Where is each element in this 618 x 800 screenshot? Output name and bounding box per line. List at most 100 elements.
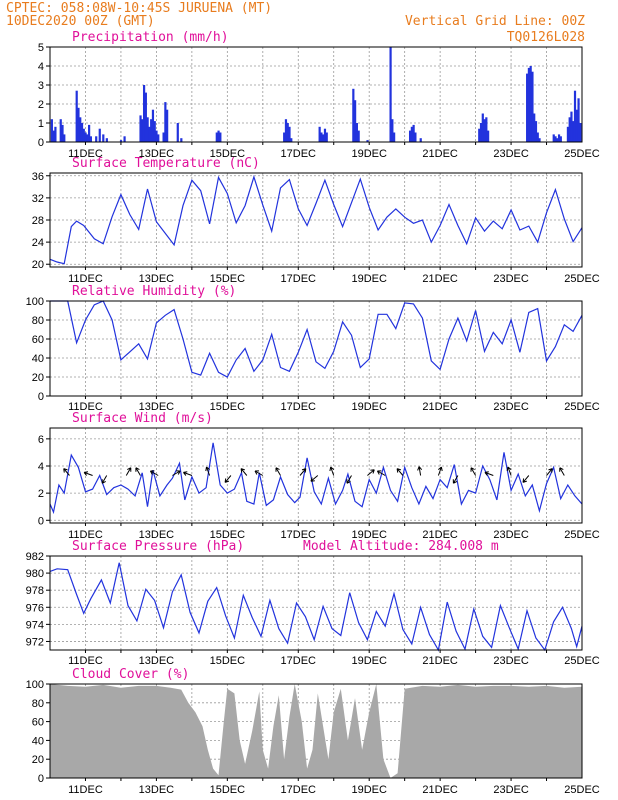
grid-lines (50, 556, 582, 650)
panel-0: 0 1 2 3 4 5 11DEC 13DEC 15DEC 17DEC 19DEC 21DEC 23DE… (38, 30, 600, 160)
precip-bar (88, 124, 91, 142)
precip-bar (478, 128, 481, 142)
precip-bar (82, 128, 85, 142)
precip-bar (557, 134, 561, 142)
precip-bar (556, 138, 559, 142)
x-tick-label: 19DEC (351, 784, 387, 796)
precip-bar (54, 126, 57, 142)
x-tick-label: 19DEC (351, 655, 387, 667)
plot-frame (49, 683, 583, 779)
wind-arrow (329, 466, 335, 476)
x-tick-label: 17DEC (281, 784, 317, 796)
wind-arrow (183, 471, 193, 476)
precip-bar (408, 130, 412, 142)
wind-arrow (83, 471, 93, 476)
x-tick-label: 17DEC (281, 655, 317, 667)
x-tick-label: 11DEC (68, 784, 103, 796)
header-grid-line: Vertical Grid Line: 00Z (405, 14, 585, 29)
precip-bar (215, 132, 218, 142)
panels: 0 1 2 3 4 5 11DEC 13DEC 15DEC 17DEC 19DEC 21DEC 23DE… (26, 30, 600, 796)
precip-bar (354, 100, 357, 142)
y-tick-label: 4 (38, 61, 44, 73)
x-axis: 11DEC 13DEC 15DEC 17DEC 19DEC 21DEC 23DEC 25DEC (68, 523, 600, 541)
y-tick-label: 60 (32, 717, 44, 729)
precip-bar (141, 119, 144, 142)
y-axis: 0 1 2 3 4 5 (38, 42, 50, 149)
header-station: CPTEC: 058:08W-10:45S JURUENA (MT) (6, 1, 272, 16)
wind-arrow (484, 471, 494, 476)
precip-bar (366, 140, 369, 142)
precip-bar (552, 134, 555, 142)
precip-bar (559, 136, 562, 142)
precip-bar (150, 119, 153, 142)
precip-bar (320, 132, 323, 142)
x-tick-label: 17DEC (281, 401, 317, 413)
precip-bar (146, 117, 149, 142)
y-tick-label: 0 (38, 773, 44, 785)
plot-frame (49, 300, 583, 397)
y-tick-label: 0 (38, 515, 44, 527)
grid-lines (50, 47, 582, 142)
x-axis: 11DEC 13DEC 15DEC 17DEC 19DEC 21DEC 23DEC 25DEC (68, 778, 600, 796)
x-axis: 11DEC 13DEC 15DEC 17DEC 19DEC 21DEC 23DEC 25DEC (68, 142, 600, 160)
precip-bar (283, 132, 286, 142)
precip-bar (153, 121, 156, 142)
x-tick-label: 17DEC (281, 273, 317, 285)
x-tick-label: 23DEC (493, 529, 529, 541)
y-tick-label: 20 (32, 754, 44, 766)
x-tick-label: 19DEC (351, 273, 387, 285)
wind-arrow (275, 467, 281, 476)
precip-bar (355, 123, 358, 142)
precip-bar (155, 130, 158, 142)
plot-frame (49, 555, 583, 651)
precip-bar (483, 119, 486, 142)
precip-bar (139, 115, 142, 142)
precip-bar (487, 130, 490, 142)
precip-bar (119, 140, 123, 142)
precip-bar (572, 121, 575, 142)
x-tick-label: 23DEC (493, 273, 529, 285)
precip-bar (217, 130, 220, 142)
precip-bar (59, 119, 62, 142)
x-tick-label: 15DEC (210, 273, 246, 285)
panel-4: 972 974 976 978 980 982 11DEC 13DEC 15DEC 17DEC 19… (26, 539, 600, 667)
x-tick-label: 15DEC (210, 784, 246, 796)
precip-bar (570, 111, 573, 142)
precip-bar (63, 134, 66, 142)
precip-bar (352, 88, 355, 142)
precip-bar (554, 136, 557, 142)
y-tick-label: 2 (38, 99, 44, 111)
precip-bar (144, 92, 147, 142)
panel-title: Precipitation (mm/h) (72, 30, 229, 45)
x-tick-label: 11DEC (68, 148, 103, 160)
x-tick-label: 17DEC (281, 529, 317, 541)
precip-bar (77, 107, 80, 142)
precip-bar (123, 136, 126, 142)
y-tick-label: 20 (32, 372, 44, 384)
series (50, 300, 583, 378)
y-tick-label: 982 (26, 551, 44, 563)
y-axis: 972 974 976 978 980 982 (26, 551, 50, 648)
wind-arrow (437, 466, 443, 476)
y-tick-label: 24 (32, 237, 44, 249)
precip-bar (162, 132, 165, 142)
precip-bar (89, 136, 92, 142)
x-tick-label: 23DEC (493, 784, 529, 796)
plot-frame (49, 46, 583, 143)
wind-arrow (367, 469, 375, 476)
wind-arrow (546, 468, 553, 476)
x-tick-label: 21DEC (422, 401, 458, 413)
x-tick-label: 21DEC (422, 529, 458, 541)
panel-title: Surface Pressure (hPa) (72, 539, 244, 554)
plot-frame (49, 427, 583, 524)
wind-arrow (224, 475, 232, 483)
precip-bar (318, 126, 321, 142)
precip-bar (529, 66, 532, 142)
series (50, 684, 582, 778)
y-tick-label: 40 (32, 353, 44, 365)
x-tick-label: 13DEC (139, 401, 175, 413)
series (49, 174, 583, 265)
x-tick-label: 21DEC (422, 273, 458, 285)
x-tick-label: 11DEC (68, 529, 103, 541)
